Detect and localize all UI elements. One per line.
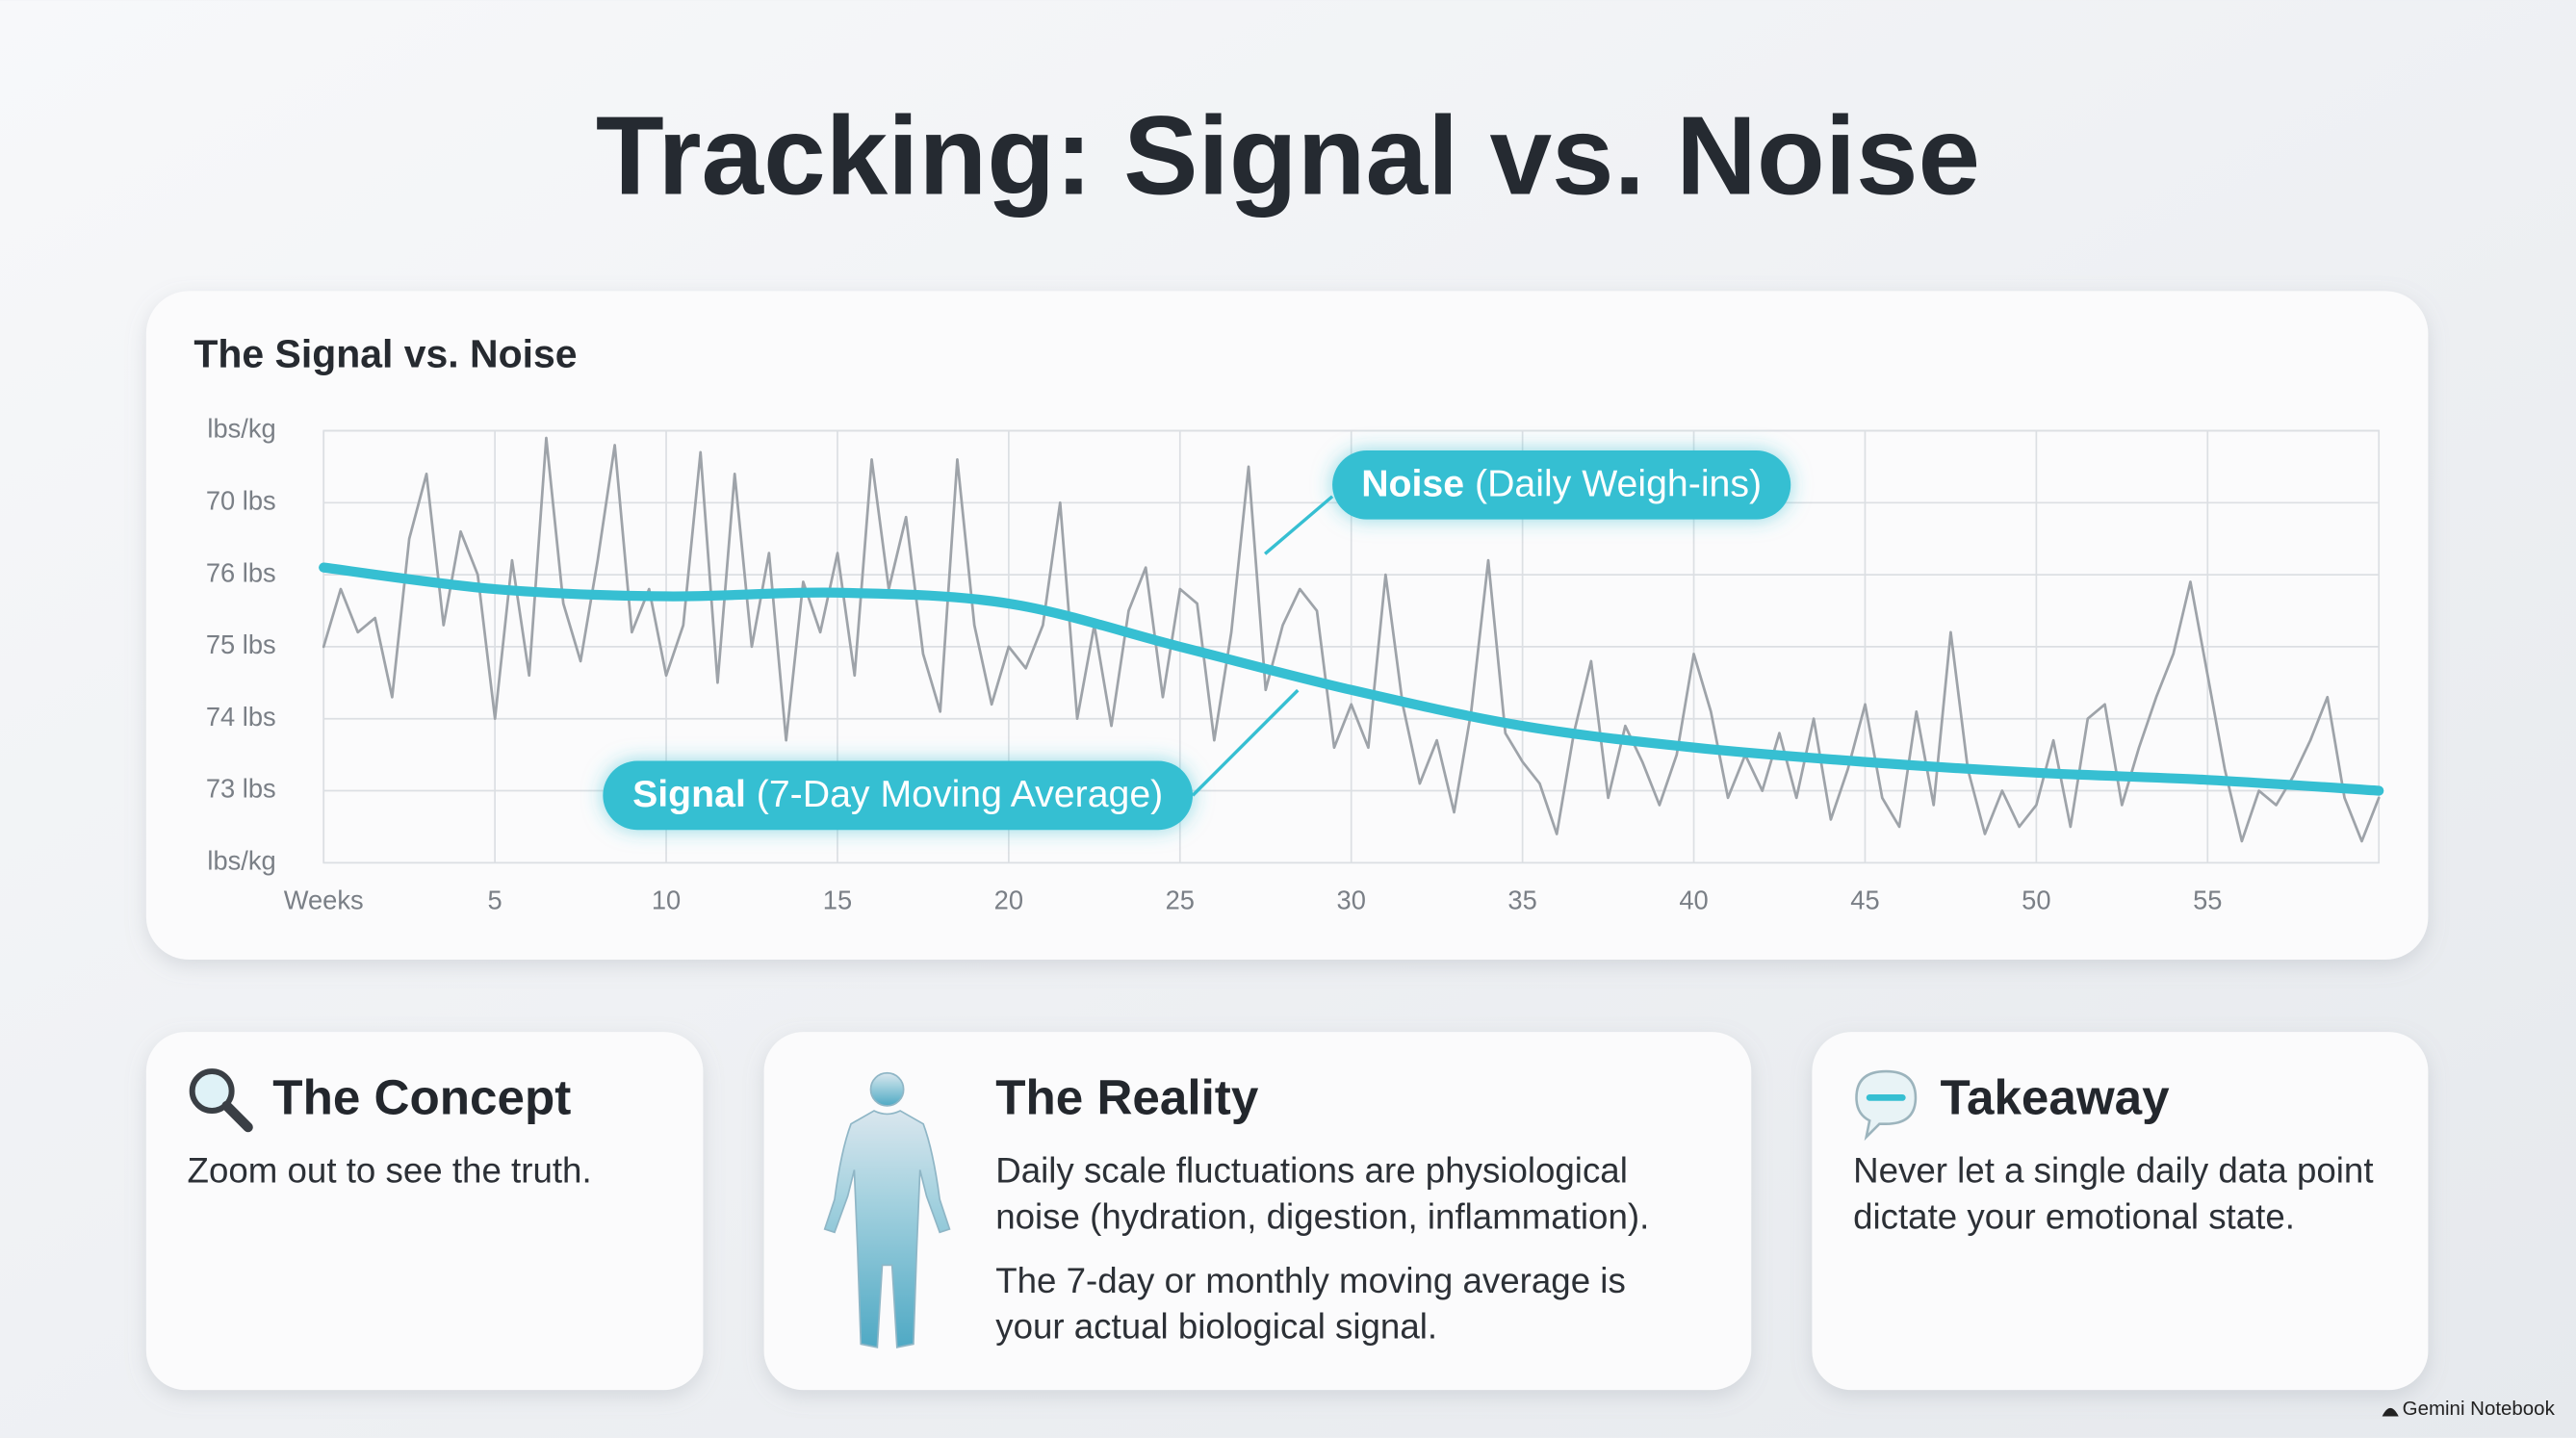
x-tick-label: 25 [1166,886,1195,915]
card-title: The Reality [995,1069,1259,1124]
y-tick-label: 73 lbs [206,774,276,804]
speech-icon [1855,1069,1918,1142]
x-tick-label: 40 [1679,886,1708,915]
chart-card [145,291,2429,961]
y-tick-label: lbs/kg [207,414,275,444]
callout: Noise (Daily Weigh-ins) [1361,463,1762,505]
noise-line [322,436,2381,843]
x-tick-label: 5 [488,886,502,915]
body-icon [823,1071,951,1348]
chart-title: The Signal vs. Noise [193,331,577,375]
card-text: The 7-day or monthly moving average is [995,1261,1626,1300]
x-tick-label: 55 [2193,886,2222,915]
legend-detail: (Daily Weigh-ins) [1464,463,1762,505]
x-tick-label: 10 [652,886,681,915]
y-tick-label: 70 lbs [206,486,276,516]
x-tick-label: 20 [994,886,1023,915]
page-title: Tracking: Signal vs. Noise [596,93,1980,218]
footer: Gemini Notebook [2403,1398,2556,1420]
card-text: noise (hydration, digestion, inflammatio… [995,1196,1649,1236]
card-title: The Concept [272,1069,571,1124]
callout-leader [1191,688,1300,797]
signal-line [319,562,2384,796]
x-tick-label: 15 [823,886,852,915]
y-tick-label: 75 lbs [206,629,276,659]
callout-pill [603,760,1194,831]
card [145,1032,704,1391]
callout-pill [1332,449,1791,520]
y-tick-label: lbs/kg [207,846,275,876]
x-tick-label: Weeks [284,886,364,915]
x-tick-label: 45 [1850,886,1879,915]
callout: Signal (7-Day Moving Average) [632,773,1163,815]
card-text: dictate your emotional state. [1853,1196,2295,1236]
plot: lbs/kg 73 lbs 74 lbs 75 lbs 76 lbs 70 lbs lbs/… [206,414,2384,915]
legend-label: Signal [632,773,746,815]
x-tick-label: 50 [2022,886,2050,915]
card-text: Zoom out to see the truth. [188,1151,592,1191]
card-title: Takeaway [1941,1069,2171,1124]
footer-icon [2382,1407,2399,1417]
y-tick-label: 76 lbs [206,557,276,587]
x-tick-label: 30 [1337,886,1366,915]
cards: The Concept Zoom out to see the truth. The… [188,1069,2374,1346]
card [1812,1032,2429,1391]
card-text: Daily scale fluctuations are physiologic… [995,1151,1628,1191]
legend-label: Noise [1361,463,1464,505]
card-text: your actual biological signal. [995,1307,1437,1347]
card [763,1032,1752,1391]
magnifier-icon [189,1068,253,1133]
x-tick-label: 35 [1507,886,1536,915]
card-text: Never let a single daily data point [1853,1151,2373,1191]
y-tick-label: 74 lbs [206,702,276,732]
legend-detail: (7-Day Moving Average) [746,773,1163,815]
callout-leader [1263,495,1334,555]
